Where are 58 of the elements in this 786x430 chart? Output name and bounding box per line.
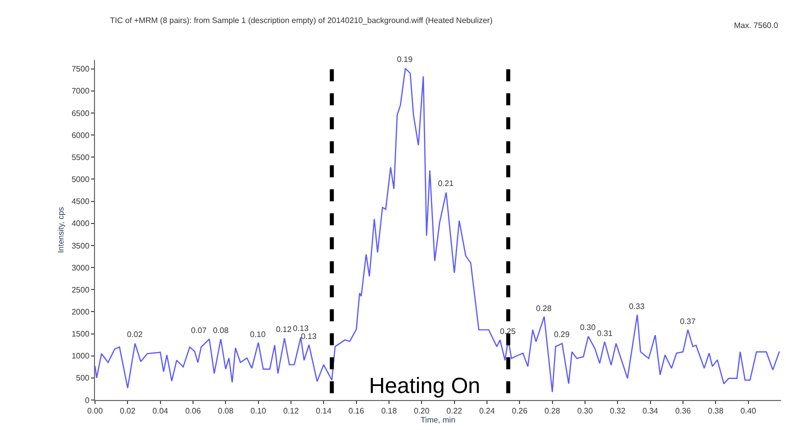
chart-title: TIC of +MRM (8 pairs): from Sample 1 (description empty) of 20140210_background.wiff (Heated Nebulizer) bbox=[110, 16, 493, 25]
y-tick-label: 3500 bbox=[72, 241, 90, 250]
x-tick-label: 0.40 bbox=[740, 406, 757, 416]
x-tick-label: 0.20 bbox=[414, 406, 430, 416]
x-tick-label: 0.16 bbox=[348, 406, 365, 416]
y-tick-label: 0 bbox=[84, 396, 90, 405]
y-tick-label: 7000 bbox=[72, 86, 90, 96]
annotation: 0.25 bbox=[500, 327, 516, 336]
x-tick-label: 0.12 bbox=[283, 406, 300, 416]
annotation: 0.29 bbox=[554, 330, 570, 339]
y-tick-label: 4000 bbox=[72, 219, 90, 228]
y-tick-label: 5500 bbox=[72, 152, 90, 162]
y-tick-label: 6500 bbox=[72, 108, 90, 118]
y-tick-label: 4500 bbox=[72, 197, 90, 206]
x-tick-label: 0.22 bbox=[446, 406, 463, 416]
x-tick-label: 0.28 bbox=[544, 406, 561, 416]
annotation: 0.13 bbox=[301, 332, 318, 341]
text: Max. 7560.0 bbox=[734, 21, 779, 30]
annotation: 0.31 bbox=[597, 329, 614, 338]
annotation: 0.37 bbox=[680, 317, 696, 326]
annotation: 0.13 bbox=[293, 324, 310, 333]
x-tick-label: 0.34 bbox=[642, 406, 659, 416]
annotation: 0.21 bbox=[438, 179, 454, 188]
annotation: 0.30 bbox=[580, 323, 596, 332]
annotation: 0.12 bbox=[276, 325, 292, 334]
x-tick-label: 0.32 bbox=[610, 406, 626, 416]
annotation: 0.28 bbox=[536, 304, 552, 313]
x-tick-label: 0.00 bbox=[87, 406, 104, 416]
annotation: 0.02 bbox=[127, 330, 144, 339]
y-tick-label: 1000 bbox=[72, 352, 90, 361]
x-tick-label: 0.14 bbox=[316, 406, 332, 416]
x-axis-title: Time, min bbox=[420, 416, 456, 425]
annotation: 0.07 bbox=[191, 326, 208, 335]
x-tick-label: 0.02 bbox=[120, 406, 136, 416]
x-tick-label: 0.38 bbox=[708, 406, 724, 416]
x-tick-label: 0.30 bbox=[577, 406, 594, 416]
annotation: 0.33 bbox=[629, 302, 646, 311]
x-tick-label: 0.18 bbox=[381, 406, 398, 416]
y-tick-label: 5000 bbox=[72, 175, 90, 184]
x-tick-label: 0.24 bbox=[479, 406, 496, 416]
annotation: 0.10 bbox=[250, 330, 266, 339]
x-tick-label: 0.04 bbox=[152, 406, 169, 416]
x-tick-label: 0.08 bbox=[218, 406, 234, 416]
x-tick-label: 0.06 bbox=[185, 406, 202, 416]
y-tick-label: 2000 bbox=[72, 307, 90, 316]
x-tick-label: 0.36 bbox=[675, 406, 692, 416]
x-tick-label: 0.26 bbox=[512, 406, 528, 416]
y-tick-label: 7500 bbox=[72, 64, 90, 74]
y-tick-label: 500 bbox=[76, 374, 90, 383]
y-tick-label: 2500 bbox=[72, 285, 90, 294]
y-tick-label: 6000 bbox=[72, 130, 90, 140]
x-tick-label: 0.10 bbox=[250, 406, 267, 416]
y-axis-title: Intensity, cps bbox=[56, 206, 66, 254]
y-tick-label: 1500 bbox=[72, 330, 90, 339]
annotation: 0.19 bbox=[397, 55, 414, 64]
annotation: 0.08 bbox=[213, 326, 230, 335]
annotation: Heating On bbox=[369, 373, 480, 398]
y-tick-label: 3000 bbox=[72, 263, 90, 272]
